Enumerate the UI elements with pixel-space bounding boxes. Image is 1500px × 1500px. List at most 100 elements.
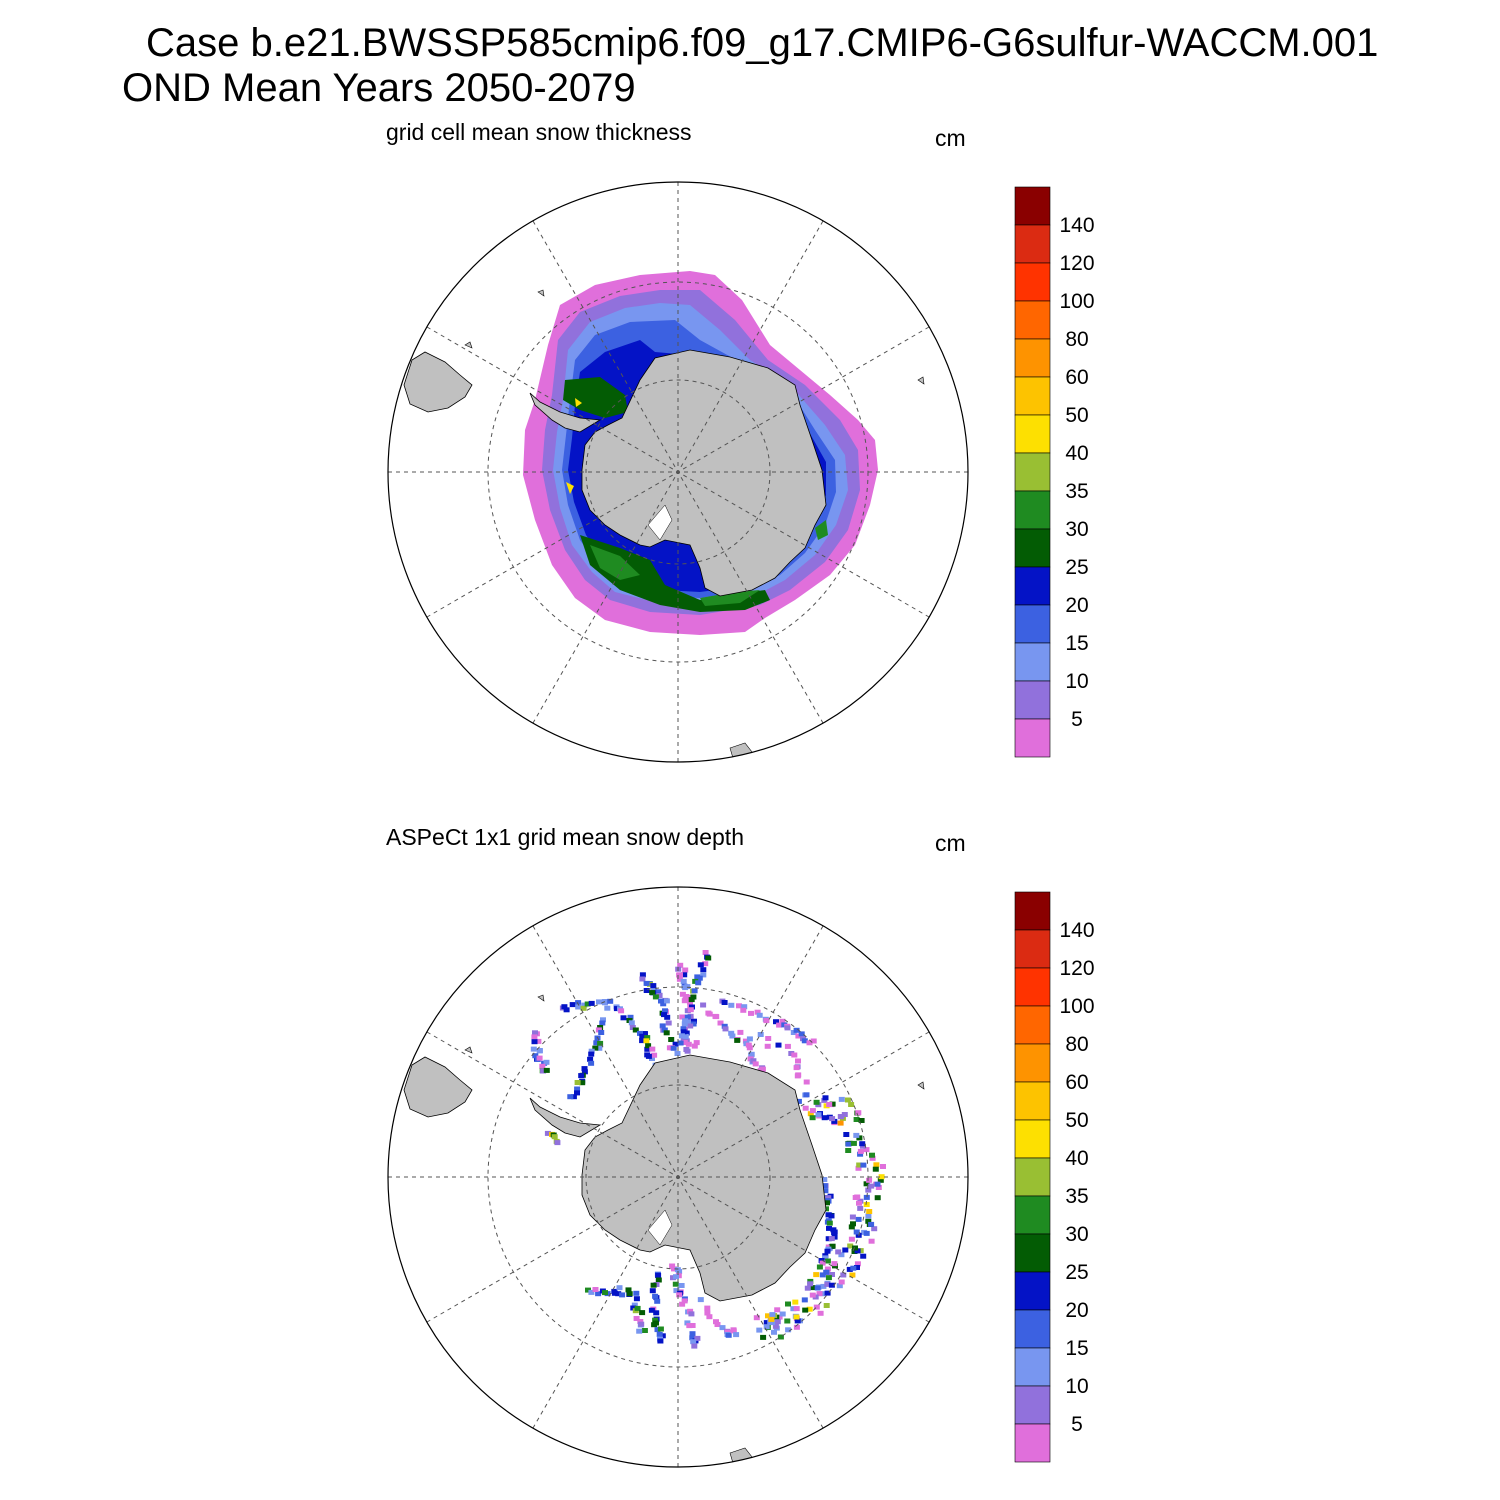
observation-cell <box>874 1181 881 1187</box>
panel-2-colorbar-box-12 <box>1014 967 1051 1007</box>
observation-cell <box>785 1301 791 1307</box>
observation-cell <box>813 1272 820 1278</box>
observation-cell <box>840 1272 847 1278</box>
observation-cell <box>702 961 709 967</box>
observation-cell <box>865 1187 872 1193</box>
observation-cell <box>853 1132 860 1138</box>
observation-cell <box>814 1285 821 1291</box>
observation-cell <box>765 1036 772 1041</box>
observation-cell <box>855 1165 862 1171</box>
panel-2-colorbar-box-5 <box>1014 1233 1051 1273</box>
observation-cell <box>587 1056 594 1062</box>
observation-cell <box>795 1058 801 1064</box>
observation-cell <box>602 1290 608 1296</box>
panel-1-colorbar-label: 25 <box>1065 556 1088 579</box>
observation-cell <box>652 994 659 1000</box>
observation-cell <box>652 1293 659 1299</box>
observation-cell <box>634 1305 641 1311</box>
panel-1-colorbar-label: 120 <box>1059 252 1094 275</box>
panel-1-colorbar-box-8 <box>1014 414 1051 454</box>
observation-cell <box>630 1305 637 1311</box>
panel-1-colorbar-label: 60 <box>1065 366 1088 389</box>
panel-1-colorbar-box-3 <box>1014 604 1051 644</box>
observation-cell <box>863 1230 870 1236</box>
panel-2-map <box>387 886 969 1468</box>
observation-cell <box>588 1048 595 1054</box>
panel-1-units: cm <box>935 125 966 151</box>
panel-2-antarctica-landmass <box>581 1054 827 1302</box>
observation-cell <box>821 1183 828 1189</box>
observation-cell <box>806 1040 813 1046</box>
panel-1-colorbar: 140 120 100 80 60 50 40 35 30 25 20 15 10 5 <box>1014 186 1095 758</box>
observation-cell <box>532 1030 538 1036</box>
panel-2-title: ASPeCt 1x1 grid mean snow depth <box>386 824 744 850</box>
observation-cell <box>653 1320 659 1326</box>
observation-cell <box>661 1012 667 1018</box>
observation-cell <box>821 1097 828 1103</box>
panel-1-colorbar-label: 5 <box>1071 708 1083 731</box>
observation-cell <box>828 1236 835 1242</box>
observation-cell <box>664 1014 671 1020</box>
observation-cell <box>688 997 695 1003</box>
panel-1-colorbar-label: 140 <box>1059 214 1094 237</box>
observation-cell <box>851 1249 858 1254</box>
observation-cell <box>857 1151 864 1157</box>
observation-cell <box>655 989 662 995</box>
observation-cell <box>673 1288 680 1294</box>
panel-2-units: cm <box>935 830 966 856</box>
observation-cell <box>679 991 686 997</box>
panel-2-colorbar: 140 120 100 80 60 50 40 35 30 25 20 15 10 5 <box>1014 891 1095 1463</box>
observation-cell <box>676 1292 683 1298</box>
panel-1-colorbar-label: 30 <box>1065 518 1088 541</box>
observation-cell <box>792 1299 799 1305</box>
observation-cell <box>695 980 702 986</box>
observation-cell <box>618 1008 625 1014</box>
observation-cell <box>693 1040 700 1046</box>
observation-cell <box>868 1221 875 1227</box>
observation-cell <box>868 1183 875 1189</box>
observation-cell <box>633 1296 640 1302</box>
panel-1-south-america <box>403 351 473 413</box>
observation-cell <box>561 1004 568 1010</box>
observation-cell <box>567 1094 574 1100</box>
observation-cell <box>810 1038 817 1044</box>
observation-cell <box>857 1148 864 1154</box>
panel-2-colorbar-box-14 <box>1014 891 1051 931</box>
panel-1-colorbar-label: 40 <box>1065 442 1088 465</box>
observation-cell <box>793 1065 800 1071</box>
observation-cell <box>754 1009 761 1015</box>
observation-cell <box>681 1021 688 1027</box>
observation-cell <box>574 1086 581 1092</box>
observation-cell <box>613 1006 620 1012</box>
observation-cell <box>730 1327 737 1333</box>
observation-cell <box>713 1319 719 1325</box>
observation-cell <box>853 1117 860 1122</box>
observation-cell <box>536 1055 543 1061</box>
panel-2-map-boundary <box>387 886 969 1468</box>
observation-cell <box>772 1323 779 1329</box>
observation-cell <box>680 1026 687 1032</box>
figure-title-case: Case b.e21.BWSSP585cmip6.f09_g17.CMIP6-G… <box>146 21 1379 65</box>
observation-cell <box>775 1042 782 1048</box>
observation-cell <box>691 1343 698 1349</box>
observation-cell <box>774 1319 781 1325</box>
observation-cell <box>696 975 703 981</box>
observation-cell <box>806 1306 813 1312</box>
observation-cell <box>719 1325 726 1331</box>
observation-cell <box>543 1059 550 1065</box>
observation-cell <box>659 1023 666 1029</box>
observation-cell <box>750 1058 757 1064</box>
panel-2-colorbar-box-1 <box>1014 1385 1051 1425</box>
observation-cell <box>773 1019 779 1025</box>
observation-cell <box>658 998 664 1004</box>
observation-cell <box>850 1140 857 1146</box>
panel-1-new-zealand <box>729 742 753 762</box>
panel-2-colorbar-label: 60 <box>1065 1071 1088 1094</box>
observation-cell <box>863 1194 870 1200</box>
observation-cell <box>857 1248 864 1254</box>
observation-cell <box>691 1043 698 1049</box>
observation-cell <box>809 1285 816 1291</box>
panel-2-colorbar-label: 30 <box>1065 1223 1088 1246</box>
observation-cell <box>857 1205 864 1211</box>
observation-cell <box>844 1097 851 1103</box>
